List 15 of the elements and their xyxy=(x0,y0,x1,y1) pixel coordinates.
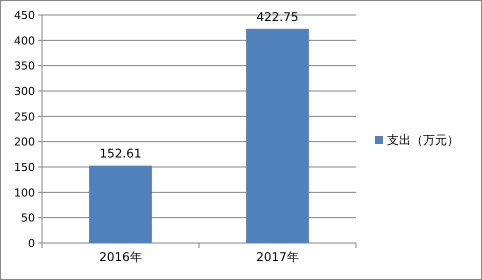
y-tick-label: 100 xyxy=(14,186,35,200)
x-tick-label: 2016年 xyxy=(99,250,142,264)
x-tick-label: 2017年 xyxy=(256,250,299,264)
data-label: 422.75 xyxy=(256,10,298,24)
y-tick-label: 50 xyxy=(21,212,35,225)
y-tick-label: 0 xyxy=(28,237,35,250)
data-label: 152.61 xyxy=(100,146,142,161)
y-tick-label: 300 xyxy=(14,85,35,98)
y-tick-label: 200 xyxy=(14,136,35,149)
y-tick-label: 350 xyxy=(14,60,35,73)
y-tick-label: 150 xyxy=(14,161,35,174)
legend-label: 支出（万元） xyxy=(387,133,459,147)
y-tick-label: 250 xyxy=(14,110,35,124)
y-tick-label: 400 xyxy=(14,34,35,48)
y-tick-label: 450 xyxy=(14,9,35,22)
